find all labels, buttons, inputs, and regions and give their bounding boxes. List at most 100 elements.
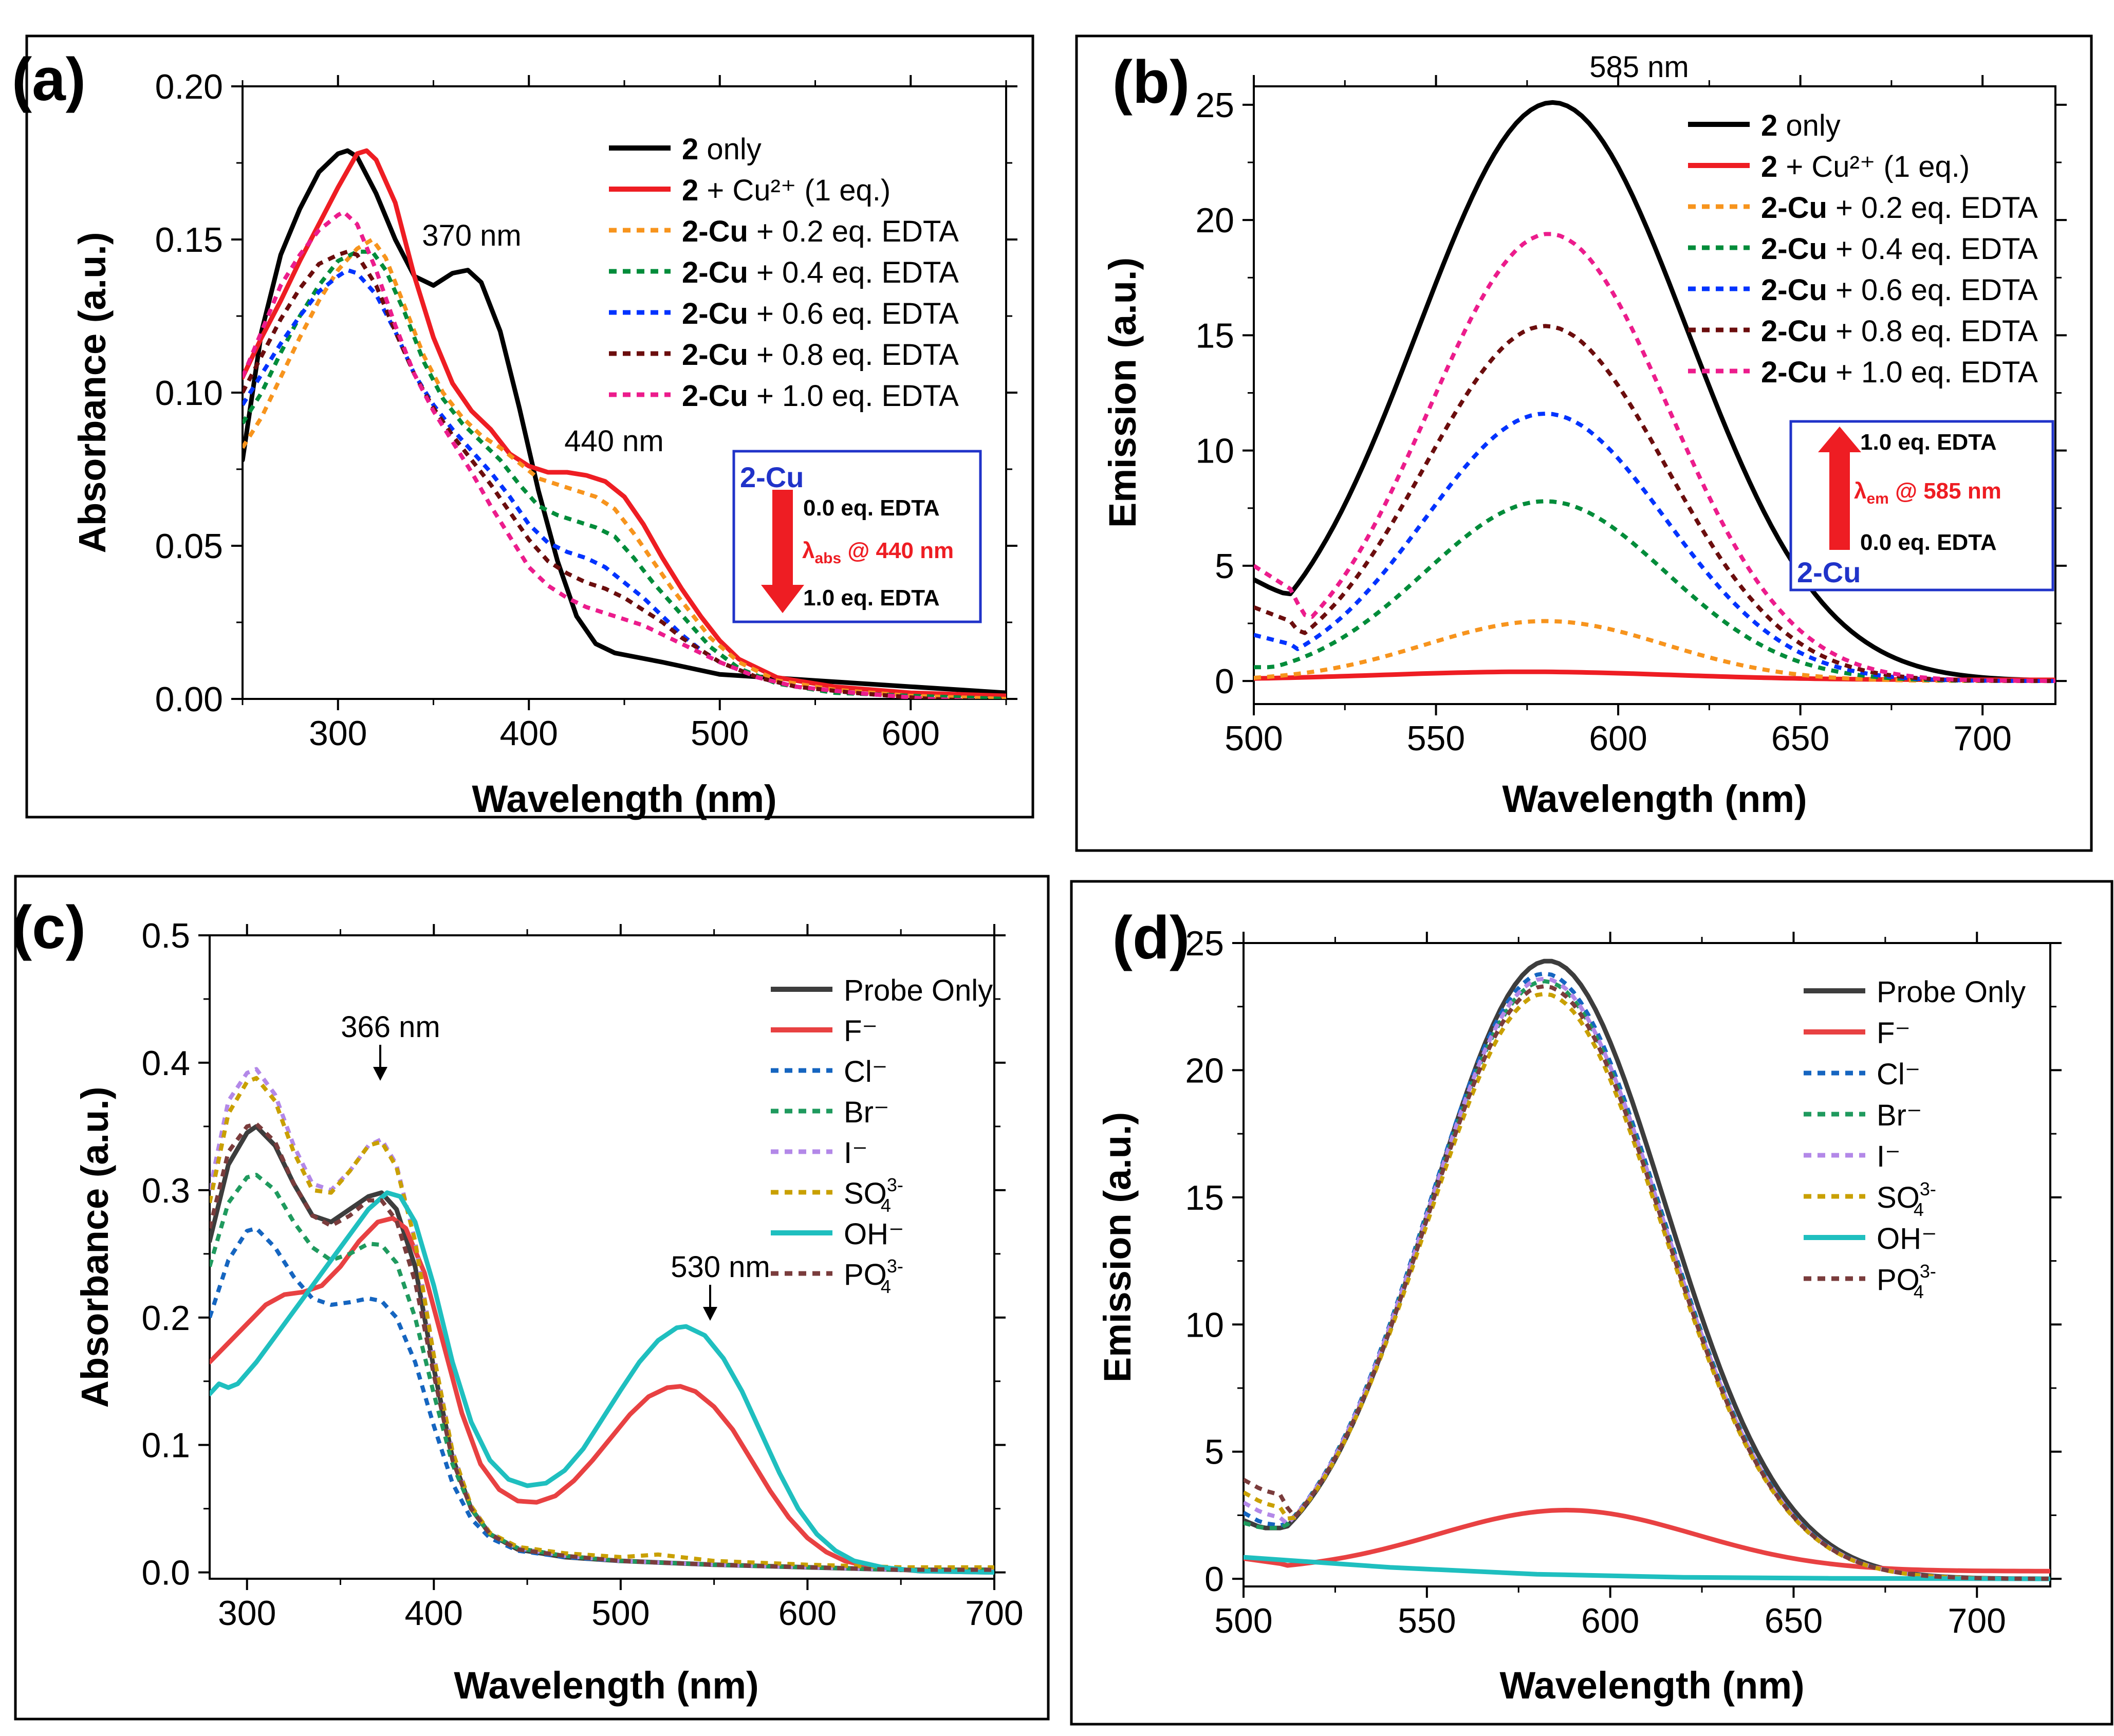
x-axis-label: Wavelength (nm) — [1502, 778, 1807, 820]
chart-svg-4: 500 550 600 650 700 0 5 10 15 20 25 Wavelength (nm)… — [1070, 880, 2113, 1726]
y-tick-label: 5 — [1204, 1433, 1224, 1472]
x-tick-label: 700 — [965, 1594, 1023, 1633]
legend-entry: Probe Only — [1877, 975, 2026, 1009]
chart-panel-d: 500 550 600 650 700 0 5 10 15 20 25 Wavelength (nm)… — [1064, 856, 2114, 1736]
inset-lambda-label: λabs @ 440 nm — [802, 538, 954, 567]
legend-entry: 2-Cu + 1.0 eq. EDTA — [682, 379, 959, 413]
x-tick-label: 700 — [1948, 1601, 2006, 1640]
inset-title: 2-Cu — [740, 461, 804, 493]
legend-entry: 2-Cu + 0.8 eq. EDTA — [1761, 315, 2038, 348]
y-tick-label: 15 — [1195, 316, 1234, 355]
x-tick-label: 600 — [1589, 719, 1647, 758]
panel-label: (d) — [1112, 904, 1190, 972]
peak-annotation: 440 nm — [564, 424, 663, 458]
y-tick-label: 0.05 — [155, 527, 223, 566]
legend-entry: 2-Cu + 0.6 eq. EDTA — [682, 297, 959, 330]
y-tick-label: 0.4 — [141, 1044, 190, 1083]
series-line-5 — [210, 1067, 994, 1572]
inset-lambda-label: λem @ 585 nm — [1854, 478, 2001, 507]
x-tick-label: 500 — [1225, 719, 1283, 758]
legend-entry: 2 only — [1761, 109, 1841, 142]
panel-frame — [1075, 34, 2093, 852]
legend-entry: Br⁻ — [844, 1096, 889, 1129]
chart-panel-c: 300 400 500 600 700 0.0 0.1 0.2 0.3 0.4 0.5 Wavelen… — [0, 856, 1064, 1736]
chart-panel-a: 300 400 500 600 0.00 0.05 0.10 0.15 0.20 Waveleng… — [0, 0, 1064, 856]
legend-entry: 2-Cu + 0.2 eq. EDTA — [1761, 191, 2038, 225]
inset-title: 2-Cu — [1797, 556, 1861, 588]
series-group — [243, 148, 1006, 699]
legend-entry: 2 + Cu²⁺ (1 eq.) — [682, 174, 891, 207]
y-tick-label: 0.00 — [155, 680, 223, 719]
series-line-5 — [1254, 411, 2055, 684]
x-axis-label: Wavelength (nm) — [1499, 1664, 1804, 1707]
series-line-3 — [210, 1226, 994, 1572]
inset-arrow-shaft — [1829, 450, 1850, 550]
series-line-2 — [1244, 1508, 2050, 1574]
inset-arrow-head — [1818, 427, 1861, 452]
panel-label: (a) — [12, 46, 86, 114]
legend-entry: 2 only — [682, 133, 762, 166]
legend: Probe Only F⁻ Cl⁻ Br⁻ I⁻ SO3-4OH⁻ PO3-4 — [1804, 975, 2026, 1302]
y-tick-label: 0.20 — [155, 67, 223, 106]
y-tick-label: 20 — [1195, 201, 1234, 240]
y-tick-label: 0.5 — [141, 916, 190, 955]
y-tick-label: 0 — [1204, 1560, 1224, 1599]
legend-entry: 2-Cu + 0.2 eq. EDTA — [682, 215, 959, 248]
series-line-4 — [243, 249, 1006, 699]
y-tick-label: 0.1 — [141, 1426, 190, 1465]
series-line-3 — [1254, 619, 2055, 684]
series-line-6 — [1244, 992, 2050, 1581]
legend-entry: OH⁻ — [1877, 1222, 1937, 1255]
y-tick-label: 0.10 — [155, 374, 223, 413]
y-tick-label: 0.15 — [155, 220, 223, 260]
legend-entry: 2-Cu + 0.6 eq. EDTA — [1761, 273, 2038, 307]
plot-area — [1253, 85, 2056, 705]
y-tick-label: 15 — [1185, 1178, 1224, 1217]
series-line-1 — [243, 148, 1006, 695]
peak-annotation: 370 nm — [422, 219, 521, 252]
series-group — [210, 1067, 994, 1575]
series-line-8 — [1244, 984, 2050, 1581]
y-axis-label: Absorbance (a.u.) — [71, 232, 114, 553]
series-line-7 — [243, 210, 981, 699]
y-tick-label: 10 — [1195, 432, 1234, 471]
inset-arrow-head — [761, 585, 804, 613]
legend-entry: I⁻ — [1877, 1140, 1901, 1173]
panel-frame — [25, 34, 1034, 819]
y-tick-label: 0.2 — [141, 1299, 190, 1338]
peak-annotation: 585 nm — [1589, 50, 1689, 84]
x-axis-label: Wavelength (nm) — [454, 1664, 758, 1707]
x-tick-label: 500 — [1214, 1601, 1272, 1640]
inset-box: 2-Cu0.0 eq. EDTA λabs @ 440 nm 1.0 eq. EDT… — [732, 450, 982, 623]
x-tick-label: 500 — [691, 714, 749, 753]
series-line-6 — [1254, 324, 2055, 684]
series-line-2 — [1254, 669, 2055, 682]
panel-frame — [14, 875, 1050, 1721]
x-tick-label: 650 — [1771, 719, 1829, 758]
legend-entry: 2-Cu + 0.4 eq. EDTA — [682, 256, 959, 289]
legend-entry: F⁻ — [1877, 1017, 1911, 1050]
x-tick-label: 300 — [309, 714, 367, 753]
series-line-7 — [1244, 1555, 2050, 1581]
legend-entry: 2 + Cu²⁺ (1 eq.) — [1761, 150, 1970, 183]
chart-panel-b: 500 550 600 650 700 0 5 10 15 20 25 Wavelength (nm)… — [1064, 0, 2114, 856]
legend: Probe Only F⁻ Cl⁻ Br⁻ I⁻ SO3-4OH⁻ PO3-4 — [771, 974, 993, 1297]
series-line-1 — [1254, 100, 2055, 683]
y-tick-label: 25 — [1185, 924, 1224, 963]
legend-entry: SO3-4 — [1877, 1178, 1936, 1220]
x-tick-label: 500 — [591, 1594, 650, 1633]
series-group — [1254, 100, 2055, 684]
y-tick-label: 25 — [1195, 86, 1234, 125]
y-axis-label: Absorbance (a.u.) — [73, 1087, 116, 1408]
legend-entry: PO3-4 — [1877, 1261, 1936, 1302]
panel-label: (b) — [1112, 48, 1190, 116]
legend-entry: Probe Only — [844, 974, 993, 1007]
legend-entry: Cl⁻ — [844, 1055, 887, 1088]
inset-top-label: 0.0 eq. EDTA — [803, 495, 940, 521]
chart-svg-3: 300 400 500 600 700 0.0 0.1 0.2 0.3 0.4 0.5 Wavelen… — [12, 875, 1050, 1721]
x-tick-label: 650 — [1765, 1601, 1823, 1640]
y-tick-label: 10 — [1185, 1305, 1224, 1344]
x-tick-label: 400 — [500, 714, 558, 753]
x-tick-label: 600 — [882, 714, 940, 753]
